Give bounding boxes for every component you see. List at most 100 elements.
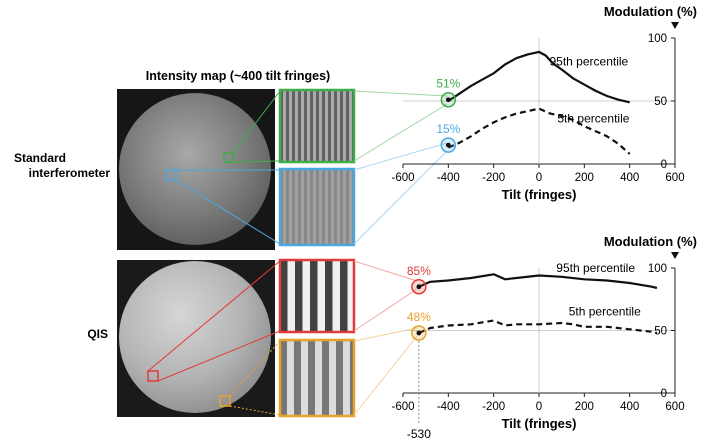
x-tick-label: 400 <box>620 401 639 413</box>
series-line-p5 <box>418 319 658 335</box>
fringe-stripe <box>347 260 354 332</box>
x-tick-label: -200 <box>482 401 505 413</box>
y-tick-label: 0 <box>661 159 667 171</box>
fringe-stripe <box>313 90 316 162</box>
fringe-stripe <box>292 169 295 245</box>
fringe-stripe <box>343 340 350 416</box>
fringe-stripe <box>325 90 328 162</box>
fringe-stripe <box>289 90 292 162</box>
intensity-map-title: Intensity map (~400 tilt fringes) <box>146 69 330 83</box>
x-tick-label: 400 <box>620 172 639 184</box>
callout-label-green: 51% <box>436 77 460 91</box>
fringe-stripe <box>319 169 322 245</box>
fringe-stripe <box>307 169 310 245</box>
fringe-stripe <box>310 260 318 332</box>
fringe-stripe <box>317 260 325 332</box>
y-tick-label: 50 <box>654 326 667 338</box>
axis-arrow-icon <box>671 22 679 29</box>
fringe-stripe <box>322 90 325 162</box>
x-tick-label: -400 <box>437 401 460 413</box>
x-tick-label: -400 <box>437 172 460 184</box>
fringe-stripe <box>350 340 354 416</box>
series-label: 95th percentile <box>556 261 635 275</box>
fringe-stripe <box>280 90 283 162</box>
fringe-stripe <box>298 90 301 162</box>
fringe-stripe <box>340 260 348 332</box>
y-tick-label: 100 <box>648 263 667 275</box>
row-label-qis: QIS <box>87 327 108 341</box>
callout-label-red: 85% <box>407 264 431 278</box>
callout-point <box>445 142 451 148</box>
fringe-stripe <box>336 340 343 416</box>
x-tick-label: -600 <box>391 401 414 413</box>
x-tick-label: 0 <box>536 401 542 413</box>
fringe-stripe <box>313 169 316 245</box>
y-tick-label: 100 <box>648 33 667 45</box>
x-tick-label: -200 <box>482 172 505 184</box>
series-line-p95 <box>447 50 630 104</box>
fringe-stripe <box>310 90 313 162</box>
fringe-stripe <box>315 340 322 416</box>
fringe-stripe <box>331 169 334 245</box>
fringe-stripe <box>295 169 298 245</box>
x-tick-label: 200 <box>575 172 594 184</box>
connectors-standard-map <box>175 90 281 245</box>
series-line-p95 <box>418 273 658 290</box>
sample-box-blue <box>165 169 177 181</box>
fringe-stripe <box>322 169 325 245</box>
fringe-stripe <box>283 90 286 162</box>
callout-point <box>445 97 451 103</box>
series-line-p5 <box>447 107 631 155</box>
fringe-stripe <box>340 90 343 162</box>
fringe-stripe <box>346 169 349 245</box>
fringe-stripe <box>349 169 352 245</box>
fringe-stripe <box>302 260 310 332</box>
fringe-stripe <box>287 260 295 332</box>
zoom-panel-standard-blue <box>278 167 356 247</box>
callout-label-blue: 15% <box>436 122 460 136</box>
x-tick-label: 0 <box>536 172 542 184</box>
fringe-stripe <box>286 90 289 162</box>
fringe-stripe <box>280 260 288 332</box>
fringe-stripe <box>287 340 294 416</box>
fringe-stripe <box>304 90 307 162</box>
intensity-map-qis <box>117 260 275 417</box>
fringe-stripe <box>307 90 310 162</box>
fringe-stripe <box>340 169 343 245</box>
fringe-stripe <box>325 169 328 245</box>
fringe-stripe <box>329 340 336 416</box>
fringe-stripe <box>292 90 295 162</box>
axis-arrow-icon <box>671 252 679 259</box>
callout-point <box>416 284 422 290</box>
row-label-standard-line2: interferometer <box>29 166 111 180</box>
fringe-stripe <box>294 340 301 416</box>
x-tick-label: 600 <box>665 172 684 184</box>
x-axis-label: Tilt (fringes) <box>502 416 577 431</box>
fringe-stripe <box>343 90 346 162</box>
fringe-stripe <box>325 260 333 332</box>
zoom-panel-qis-orange <box>278 338 356 418</box>
x-axis-label: Tilt (fringes) <box>502 187 577 202</box>
fringe-stripe <box>298 169 301 245</box>
fringe-stripe <box>319 90 322 162</box>
fringe-stripe <box>289 169 292 245</box>
fringe-stripe <box>283 169 286 245</box>
sample-box-orange <box>219 395 231 407</box>
fringe-stripe <box>308 340 315 416</box>
fringe-stripe <box>332 260 340 332</box>
fringe-stripe <box>280 340 287 416</box>
x-tick-label: 600 <box>665 401 684 413</box>
y-tick-label: 50 <box>654 96 667 108</box>
fringe-stripe <box>316 169 319 245</box>
callout-point <box>416 330 422 336</box>
fringe-stripe <box>343 169 346 245</box>
fringe-stripe <box>301 169 304 245</box>
x-tick-label: -600 <box>391 172 414 184</box>
fringe-stripe <box>286 169 289 245</box>
fringe-stripe <box>334 169 337 245</box>
fringe-stripe <box>301 90 304 162</box>
connectors-to-chart <box>353 90 448 416</box>
fringe-stripe <box>301 340 308 416</box>
fringe-stripe <box>328 90 331 162</box>
fringe-stripe <box>316 90 319 162</box>
